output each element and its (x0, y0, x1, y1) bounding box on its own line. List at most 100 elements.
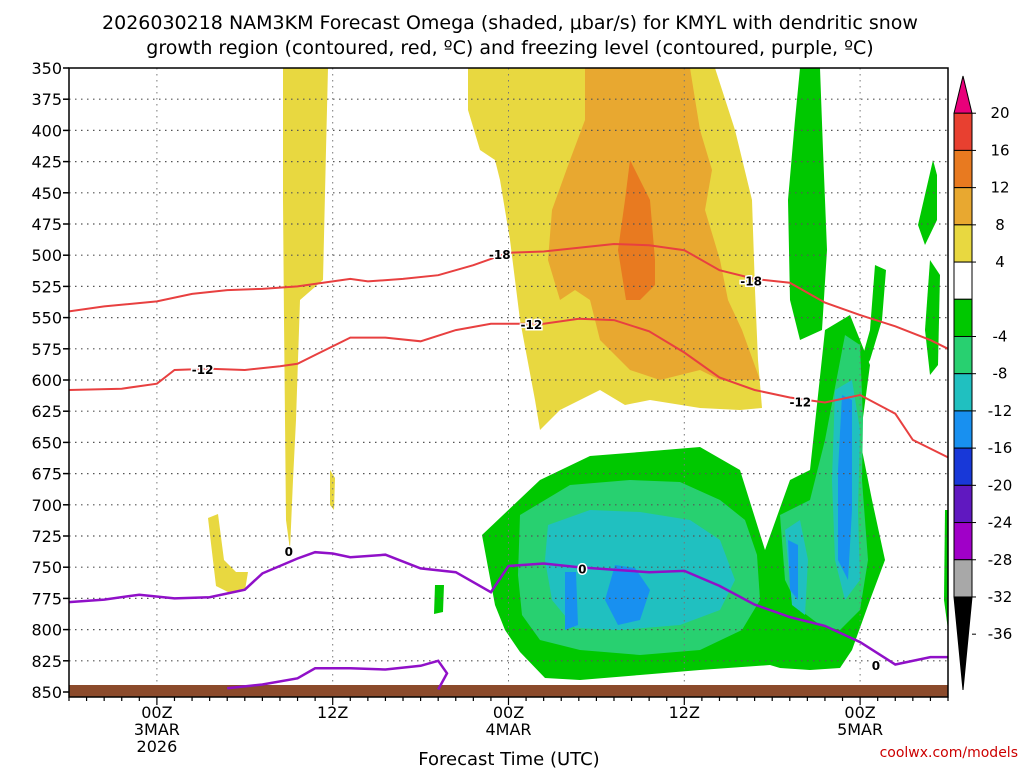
omega-pos-region (330, 470, 335, 510)
ground-surface (69, 685, 948, 697)
x-axis-label: Forecast Time (UTC) (418, 749, 599, 768)
y-tick-label: 725 (31, 527, 62, 546)
x-tick-label: 00Z (493, 703, 524, 722)
y-tick-label: 850 (31, 683, 62, 702)
contour-lines (69, 242, 948, 691)
omega-neg-region (565, 572, 578, 630)
colorbar-swatch (953, 149, 973, 189)
colorbar-swatch (953, 484, 973, 524)
colorbar-swatch (953, 261, 973, 300)
omega-neg-region (925, 260, 940, 375)
colorbar-swatch (953, 522, 973, 561)
contour-label-minus18: -18 (489, 248, 511, 262)
omega-shading (208, 68, 948, 680)
colorbar-swatch (953, 447, 973, 486)
omega-neg-region (545, 510, 735, 630)
colorbar-label: -12 (988, 402, 1013, 420)
y-tick-label: 800 (31, 621, 62, 640)
colorbar-swatch (953, 410, 973, 449)
colorbar-label: 12 (990, 179, 1009, 197)
colorbar-label: 8 (995, 216, 1005, 234)
omega-neg-region (856, 265, 886, 380)
y-tick-label: 825 (31, 652, 62, 671)
freezing-level-contour (69, 550, 948, 666)
colorbar-label: 20 (990, 104, 1009, 122)
y-tick-label: 775 (31, 589, 62, 608)
omega-neg-region (918, 160, 937, 245)
y-tick-label: 525 (31, 277, 62, 296)
dgz-minus12-contour (69, 317, 948, 459)
contour-labels: -18 -18 -12 -12 -12 0 0 0 (190, 247, 881, 675)
colorbar-swatch (953, 75, 973, 114)
y-axis: 350 375 400 425 450 475 500 525 550 575 600 625 650 6… (31, 59, 69, 702)
x-tick-label: 12Z (669, 703, 700, 722)
colorbar-swatch (953, 373, 973, 412)
x-tick-label: 4MAR (485, 720, 531, 739)
y-tick-label: 700 (31, 496, 62, 515)
contour-label-zero: 0 (285, 545, 293, 559)
chart-title-line-2: growth region (contoured, red, ºC) and f… (146, 37, 873, 59)
contour-label-minus12: -12 (789, 395, 811, 409)
y-tick-label: 475 (31, 215, 62, 234)
x-tick-label: 00Z (844, 703, 875, 722)
omega-pos-region (618, 160, 655, 300)
y-tick-label: 350 (31, 59, 62, 78)
omega-neg-region (838, 395, 852, 580)
colorbar-swatch (953, 112, 973, 151)
omega-neg-region (788, 68, 827, 340)
colorbar-label: 16 (990, 141, 1009, 159)
contour-label-minus12: -12 (521, 318, 543, 332)
omega-neg-region (788, 540, 798, 600)
x-tick-label: 12Z (317, 703, 348, 722)
y-tick-label: 550 (31, 309, 62, 328)
colorbar-label: -16 (988, 439, 1013, 457)
colorbar-swatch (953, 596, 973, 691)
chart-title-line-1: 2026030218 NAM3KM Forecast Omega (shaded… (102, 12, 918, 34)
colorbar-swatch (953, 298, 973, 337)
y-tick-label: 600 (31, 371, 62, 390)
colorbar-label: -8 (993, 365, 1008, 383)
y-tick-label: 675 (31, 465, 62, 484)
omega-neg-region (605, 565, 650, 625)
y-tick-label: 575 (31, 340, 62, 359)
colorbar-swatch (953, 335, 973, 375)
y-tick-label: 400 (31, 121, 62, 140)
x-tick-label: 3MAR (134, 720, 180, 739)
y-tick-label: 625 (31, 402, 62, 421)
x-tick-label: 5MAR (837, 720, 883, 739)
contour-label-minus18: -18 (740, 274, 762, 288)
colorbar-swatch (953, 187, 973, 226)
omega-pos-region (548, 68, 760, 380)
colorbar-label: -28 (988, 551, 1013, 569)
freezing-level-contour-low (227, 659, 449, 691)
colorbar-swatch (953, 559, 973, 598)
contour-label-minus12: -12 (192, 363, 214, 377)
y-tick-label: 450 (31, 184, 62, 203)
grid (69, 68, 948, 697)
watermark: coolwx.com/models (880, 745, 1018, 761)
y-tick-label: 375 (31, 90, 62, 109)
colorbar-label: -32 (988, 588, 1013, 606)
x-tick-label: 2026 (137, 737, 178, 756)
colorbar-label: -24 (988, 514, 1013, 532)
colorbar-label: 4 (995, 253, 1005, 271)
omega-neg-region (944, 510, 948, 630)
colorbar-label: -36 (988, 625, 1013, 643)
x-tick-label: 00Z (141, 703, 172, 722)
y-tick-label: 650 (31, 433, 62, 452)
y-tick-label: 500 (31, 246, 62, 265)
colorbar-label: -20 (988, 476, 1013, 494)
y-tick-label: 425 (31, 153, 62, 172)
y-tick-label: 750 (31, 558, 62, 577)
omega-neg-region (434, 585, 444, 614)
contour-label-zero: 0 (578, 563, 586, 577)
colorbar-label: -4 (993, 327, 1008, 345)
omega-pos-region (283, 68, 328, 550)
colorbar-swatch (953, 224, 973, 263)
omega-pos-region (208, 514, 248, 592)
dgz-minus18-contour (69, 242, 948, 350)
contour-label-zero: 0 (872, 659, 880, 673)
colorbar: 20 16 12 8 4 -4 -8 -12 -16 -20 -24 -28 -32 -36 (953, 75, 1013, 691)
